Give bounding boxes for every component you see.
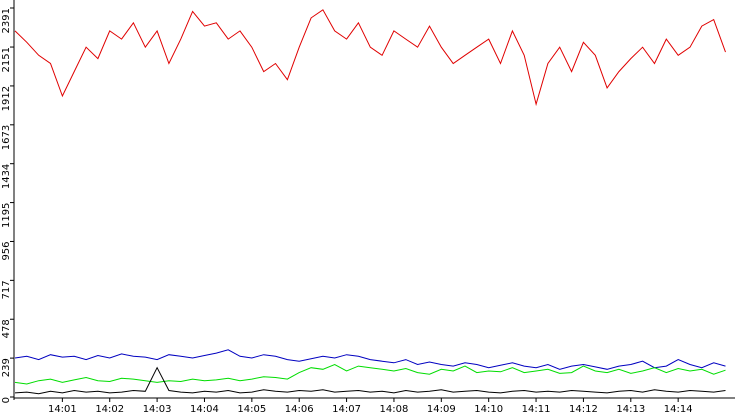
y-tick-label: 2151 xyxy=(1,47,12,72)
y-tick-label: 239 xyxy=(1,358,12,377)
series-line xyxy=(14,366,726,395)
y-tick-label: 1912 xyxy=(1,86,12,111)
x-tick-label: 14:07 xyxy=(332,404,361,415)
x-tick-label: 14:10 xyxy=(474,404,503,415)
x-tick-label: 14:08 xyxy=(380,404,409,415)
y-tick-label: 956 xyxy=(1,241,12,260)
y-tick-label: 1195 xyxy=(1,203,12,228)
series-line xyxy=(14,349,726,370)
y-tick-label: 717 xyxy=(1,280,12,299)
x-tick-label: 14:04 xyxy=(190,404,219,415)
y-tick-label: 1673 xyxy=(1,125,12,150)
y-tick-label: 478 xyxy=(1,319,12,338)
x-tick-label: 14:13 xyxy=(616,404,645,415)
series-line xyxy=(14,9,726,107)
x-tick-label: 14:02 xyxy=(95,404,124,415)
y-tick-label: 2391 xyxy=(1,8,12,33)
x-tick-label: 14:14 xyxy=(664,404,693,415)
x-tick-label: 14:01 xyxy=(48,404,77,415)
series-line xyxy=(14,363,726,385)
x-tick-label: 14:03 xyxy=(143,404,172,415)
y-tick-label: 0 xyxy=(1,397,12,403)
x-tick-label: 14:12 xyxy=(569,404,598,415)
x-tick-label: 14:09 xyxy=(427,404,456,415)
x-tick-label: 14:06 xyxy=(285,404,314,415)
x-tick-label: 14:05 xyxy=(237,404,266,415)
x-tick-label: 14:11 xyxy=(522,404,551,415)
y-tick-label: 1434 xyxy=(1,164,12,189)
